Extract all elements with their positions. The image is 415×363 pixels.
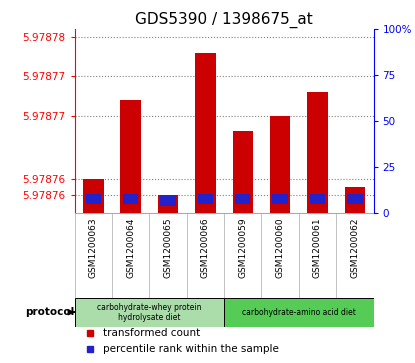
Bar bbox=[195, 53, 216, 213]
Text: GSM1200063: GSM1200063 bbox=[89, 218, 98, 278]
Text: GSM1200060: GSM1200060 bbox=[276, 218, 285, 278]
Text: protocol: protocol bbox=[25, 307, 74, 317]
Bar bbox=[310, 193, 325, 204]
Bar bbox=[75, 298, 224, 327]
Text: carbohydrate-amino acid diet: carbohydrate-amino acid diet bbox=[242, 308, 356, 317]
Bar bbox=[120, 100, 141, 213]
Title: GDS5390 / 1398675_at: GDS5390 / 1398675_at bbox=[135, 12, 313, 28]
Text: GSM1200066: GSM1200066 bbox=[201, 218, 210, 278]
Bar bbox=[232, 131, 253, 213]
Bar bbox=[270, 116, 290, 213]
Bar bbox=[344, 187, 365, 213]
Text: GSM1200062: GSM1200062 bbox=[350, 218, 359, 278]
Bar bbox=[85, 193, 101, 204]
Bar bbox=[307, 92, 328, 213]
Bar bbox=[272, 193, 288, 204]
Bar bbox=[235, 193, 251, 204]
Bar bbox=[158, 195, 178, 213]
Text: percentile rank within the sample: percentile rank within the sample bbox=[103, 344, 279, 354]
Text: GSM1200065: GSM1200065 bbox=[164, 218, 173, 278]
Bar bbox=[160, 196, 176, 205]
Text: GSM1200061: GSM1200061 bbox=[313, 218, 322, 278]
Bar bbox=[198, 193, 213, 204]
Bar bbox=[224, 298, 374, 327]
Bar bbox=[347, 193, 363, 204]
Bar bbox=[83, 179, 104, 213]
Text: GSM1200064: GSM1200064 bbox=[126, 218, 135, 278]
Text: GSM1200059: GSM1200059 bbox=[238, 218, 247, 278]
Text: carbohydrate-whey protein
hydrolysate diet: carbohydrate-whey protein hydrolysate di… bbox=[97, 303, 202, 322]
Text: transformed count: transformed count bbox=[103, 328, 200, 338]
Bar bbox=[123, 193, 139, 204]
